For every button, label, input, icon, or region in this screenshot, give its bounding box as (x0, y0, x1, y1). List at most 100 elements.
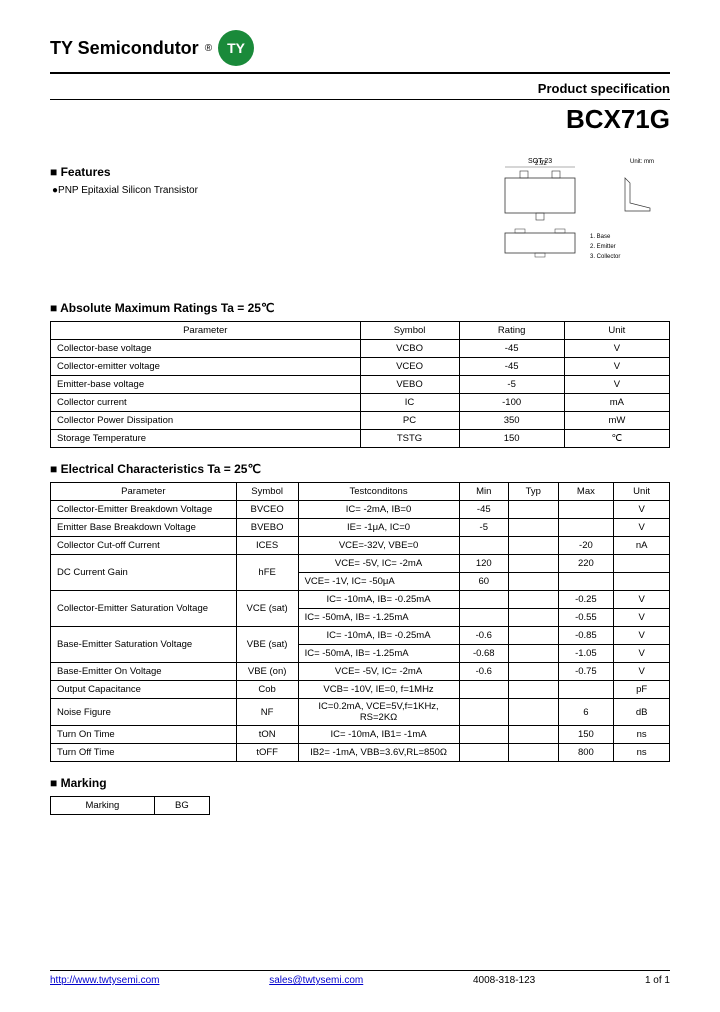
table-cell: ns (614, 744, 670, 762)
table-cell: dB (614, 699, 670, 726)
table-cell (509, 537, 559, 555)
table-cell: Turn On Time (51, 726, 237, 744)
table-cell (558, 573, 614, 591)
table-cell: VCE=-32V, VBE=0 (298, 537, 459, 555)
table-cell: -100 (459, 394, 564, 412)
table-header: Symbol (360, 322, 459, 340)
table-cell: -0.75 (558, 663, 614, 681)
table-row: Output CapacitanceCobVCB= -10V, IE=0, f=… (51, 681, 670, 699)
table-cell: -5 (459, 519, 509, 537)
table-cell (614, 555, 670, 573)
table-cell: 800 (558, 744, 614, 762)
table-row: Turn Off TimetOFFIB2= -1mA, VBB=3.6V,RL=… (51, 744, 670, 762)
table-cell: V (564, 376, 669, 394)
table-cell: 120 (459, 555, 509, 573)
table-cell: IE= -1μA, IC=0 (298, 519, 459, 537)
table-cell (558, 681, 614, 699)
table-cell: IC= -50mA, IB= -1.25mA (298, 609, 459, 627)
table-cell: -45 (459, 340, 564, 358)
table-row: DC Current GainhFEVCE= -5V, IC= -2mA1202… (51, 555, 670, 573)
table-cell: Collector-base voltage (51, 340, 361, 358)
company-name: TY Semicondutor (50, 38, 199, 59)
table-cell: ICES (236, 537, 298, 555)
table-cell: Cob (236, 681, 298, 699)
page-header: TY Semicondutor ® TY (50, 30, 670, 74)
footer-url[interactable]: http://www.twtysemi.com (50, 975, 159, 986)
table-cell: Output Capacitance (51, 681, 237, 699)
table-row: Storage TemperatureTSTG150℃ (51, 430, 670, 448)
table-cell: V (614, 591, 670, 609)
table-cell: -0.25 (558, 591, 614, 609)
table-cell: Collector-emitter voltage (51, 358, 361, 376)
table-cell (509, 681, 559, 699)
table-row: Collector-base voltageVCBO-45V (51, 340, 670, 358)
table-cell: Collector Power Dissipation (51, 412, 361, 430)
table-cell: DC Current Gain (51, 555, 237, 591)
table-cell: V (564, 358, 669, 376)
table-cell (509, 501, 559, 519)
table-cell: V (614, 663, 670, 681)
table-cell (459, 726, 509, 744)
table-row: Base-Emitter On VoltageVBE (on)VCE= -5V,… (51, 663, 670, 681)
table-cell (509, 699, 559, 726)
table-header: Parameter (51, 483, 237, 501)
table-cell: IC= -10mA, IB= -0.25mA (298, 591, 459, 609)
table-header: Testconditons (298, 483, 459, 501)
footer-email[interactable]: sales@twtysemi.com (269, 975, 363, 986)
table-cell: tOFF (236, 744, 298, 762)
spec-label: Product specification (50, 78, 670, 100)
electrical-table: ParameterSymbolTestconditonsMinTypMaxUni… (50, 482, 670, 762)
table-row: Collector-Emitter Breakdown VoltageBVCEO… (51, 501, 670, 519)
table-header: Unit (614, 483, 670, 501)
table-row: Noise FigureNFIC=0.2mA, VCE=5V,f=1KHz, R… (51, 699, 670, 726)
datasheet-page: TY Semicondutor ® TY Product specificati… (0, 0, 720, 869)
ratings-table: ParameterSymbolRatingUnit Collector-base… (50, 321, 670, 448)
table-cell: 150 (459, 430, 564, 448)
diagram-pin-2: 2. Emitter (590, 244, 616, 250)
part-number: BCX71G (50, 104, 670, 135)
table-cell: BVEBO (236, 519, 298, 537)
table-cell: hFE (236, 555, 298, 591)
table-row: Collector Power DissipationPC350mW (51, 412, 670, 430)
electrical-title: ■ Electrical Characteristics Ta = 25℃ (50, 462, 670, 476)
table-cell (558, 519, 614, 537)
company-logo-icon: TY (218, 30, 254, 66)
table-cell: ℃ (564, 430, 669, 448)
table-cell: VBE (on) (236, 663, 298, 681)
table-cell: TSTG (360, 430, 459, 448)
table-cell: 350 (459, 412, 564, 430)
table-cell: -0.6 (459, 627, 509, 645)
table-cell: VCE= -5V, IC= -2mA (298, 555, 459, 573)
table-row: Collector-emitter voltageVCEO-45V (51, 358, 670, 376)
table-cell (558, 501, 614, 519)
table-cell: Noise Figure (51, 699, 237, 726)
table-cell (509, 591, 559, 609)
table-cell (614, 573, 670, 591)
table-cell (509, 573, 559, 591)
table-cell: -0.85 (558, 627, 614, 645)
table-row: Collector currentIC-100mA (51, 394, 670, 412)
table-cell: Collector current (51, 394, 361, 412)
table-cell: -1.05 (558, 645, 614, 663)
table-header: Rating (459, 322, 564, 340)
table-cell (509, 744, 559, 762)
table-cell (509, 555, 559, 573)
table-cell (509, 609, 559, 627)
table-cell (459, 537, 509, 555)
table-row: Collector Cut-off CurrentICESVCE=-32V, V… (51, 537, 670, 555)
diagram-pin-3: 3. Collector (590, 254, 620, 260)
table-header: Unit (564, 322, 669, 340)
page-footer: http://www.twtysemi.com sales@twtysemi.c… (50, 970, 670, 986)
table-cell: V (564, 340, 669, 358)
ratings-title: ■ Absolute Maximum Ratings Ta = 25℃ (50, 301, 670, 315)
table-cell: Base-Emitter Saturation Voltage (51, 627, 237, 663)
table-cell: pF (614, 681, 670, 699)
table-header: Typ (509, 483, 559, 501)
table-header: Parameter (51, 322, 361, 340)
table-cell (509, 663, 559, 681)
table-row: Collector-Emitter Saturation VoltageVCE … (51, 591, 670, 609)
table-row: Emitter Base Breakdown VoltageBVEBOIE= -… (51, 519, 670, 537)
table-cell: -45 (459, 501, 509, 519)
table-cell: Collector-Emitter Breakdown Voltage (51, 501, 237, 519)
marking-label: Marking (51, 797, 155, 815)
